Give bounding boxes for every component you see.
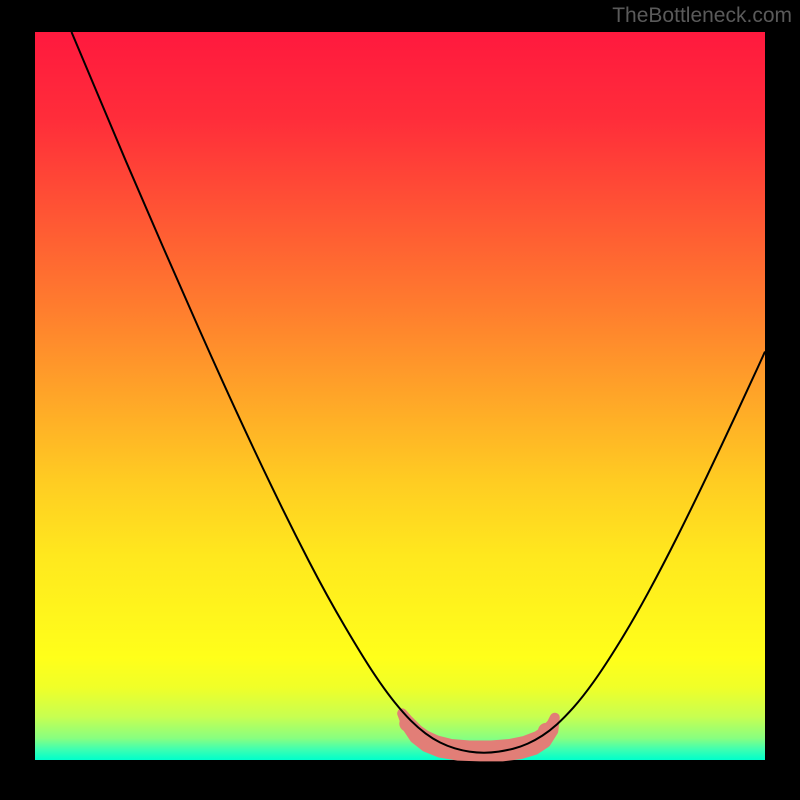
bottleneck-chart [0,0,800,800]
watermark-text: TheBottleneck.com [612,4,792,28]
chart-svg [0,0,800,800]
